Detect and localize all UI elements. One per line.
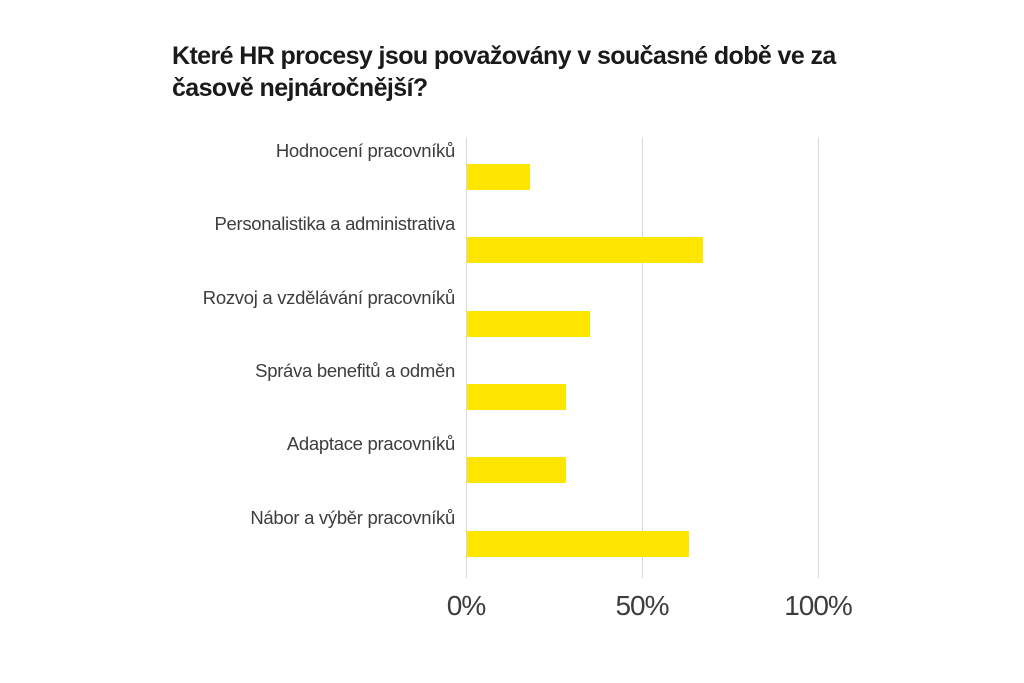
gridline-50% — [642, 138, 643, 578]
chart-title: Které HR procesy jsou považovány v souča… — [172, 40, 836, 104]
bar-1 — [467, 237, 703, 264]
gridline-0% — [466, 138, 467, 578]
bar-0 — [467, 164, 531, 190]
chart-title-line-1: Které HR procesy jsou považovány v souča… — [172, 42, 836, 70]
category-label-0: Hodnocení pracovníků — [275, 140, 455, 161]
category-label-1: Personalistika a administrativa — [214, 213, 455, 235]
bar-5 — [467, 530, 689, 557]
x-tick-label-0: 0% — [446, 590, 486, 621]
category-label-5: Nábor a výběr pracovníků — [250, 506, 455, 528]
category-label-3: Správa benefitů a odměn — [255, 359, 455, 381]
bar-2 — [467, 310, 591, 337]
gridline-100% — [818, 138, 819, 578]
x-tick-label-2: 100% — [784, 590, 853, 621]
category-label-2: Rozvoj a vzdělávání pracovníků — [202, 286, 456, 308]
category-label-4: Adaptace pracovníků — [286, 433, 455, 455]
x-tick-label-1: 50% — [615, 590, 669, 621]
bar-3 — [467, 383, 566, 410]
plot-area — [466, 137, 819, 578]
bar-4 — [467, 457, 566, 484]
chart-title-line-2: časově nejnáročnější? — [172, 74, 428, 102]
